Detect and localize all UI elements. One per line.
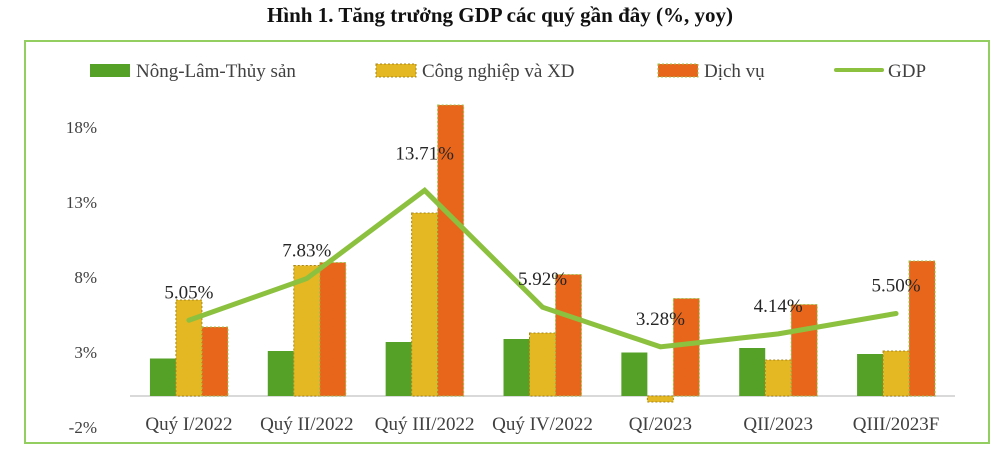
y-tick-label: 3% <box>74 343 97 362</box>
gdp-data-label: 5.92% <box>518 269 567 290</box>
x-tick-label: Quý IV/2022 <box>492 414 593 435</box>
bar-services <box>437 104 465 397</box>
legend-label-services: Dịch vụ <box>704 61 765 82</box>
gdp-line <box>186 187 899 350</box>
gdp-data-label: 4.14% <box>754 296 803 317</box>
chart-title: Hình 1. Tăng trưởng GDP các quý gần đây … <box>266 3 734 27</box>
y-tick-label: 18% <box>66 118 97 137</box>
gdp-data-label: 13.71% <box>395 143 454 164</box>
y-tick-label: 13% <box>66 193 97 212</box>
legend-label-agri: Nông-Lâm-Thủy sản <box>136 61 296 82</box>
bar-agri <box>739 348 766 396</box>
bar-industry <box>764 359 792 397</box>
chart-frame <box>24 40 990 444</box>
bar-industry <box>293 265 321 397</box>
legend-label-gdp: GDP <box>888 61 926 82</box>
x-tick-label: Quý II/2022 <box>260 414 353 435</box>
bar-agri <box>149 358 176 396</box>
bar-services <box>201 326 229 397</box>
bar-agri <box>385 342 412 396</box>
bar-agri <box>621 352 648 396</box>
x-tick-label: QIII/2023F <box>853 414 940 435</box>
bar-services <box>790 304 818 397</box>
bar-industry <box>882 350 910 397</box>
legend-swatch-agri <box>90 64 130 77</box>
gdp-data-label: 5.05% <box>164 282 213 303</box>
bar-agri <box>857 354 884 396</box>
x-tick-label: QII/2023 <box>743 414 813 435</box>
bar-industry <box>411 212 439 397</box>
bar-services <box>908 260 936 397</box>
legend-label-industry: Công nghiệp và XD <box>422 61 575 82</box>
y-tick-label: 8% <box>74 268 97 287</box>
x-tick-label: Quý III/2022 <box>375 414 475 435</box>
legend-swatch-industry <box>375 63 417 78</box>
gdp-data-label: 5.50% <box>872 276 921 297</box>
bar-agri <box>503 339 530 396</box>
y-tick-label: -2% <box>69 418 97 437</box>
bar-services <box>319 262 347 397</box>
gdp-data-label: 3.28% <box>636 309 685 330</box>
bar-services <box>555 274 582 397</box>
gdp-data-label: 7.83% <box>282 241 331 262</box>
bar-industry <box>529 332 556 397</box>
x-tick-label: QI/2023 <box>629 414 692 435</box>
bar-agri <box>267 351 294 396</box>
bar-industry <box>646 395 674 403</box>
x-tick-label: Quý I/2022 <box>145 414 232 435</box>
legend-swatch-services <box>657 63 699 78</box>
